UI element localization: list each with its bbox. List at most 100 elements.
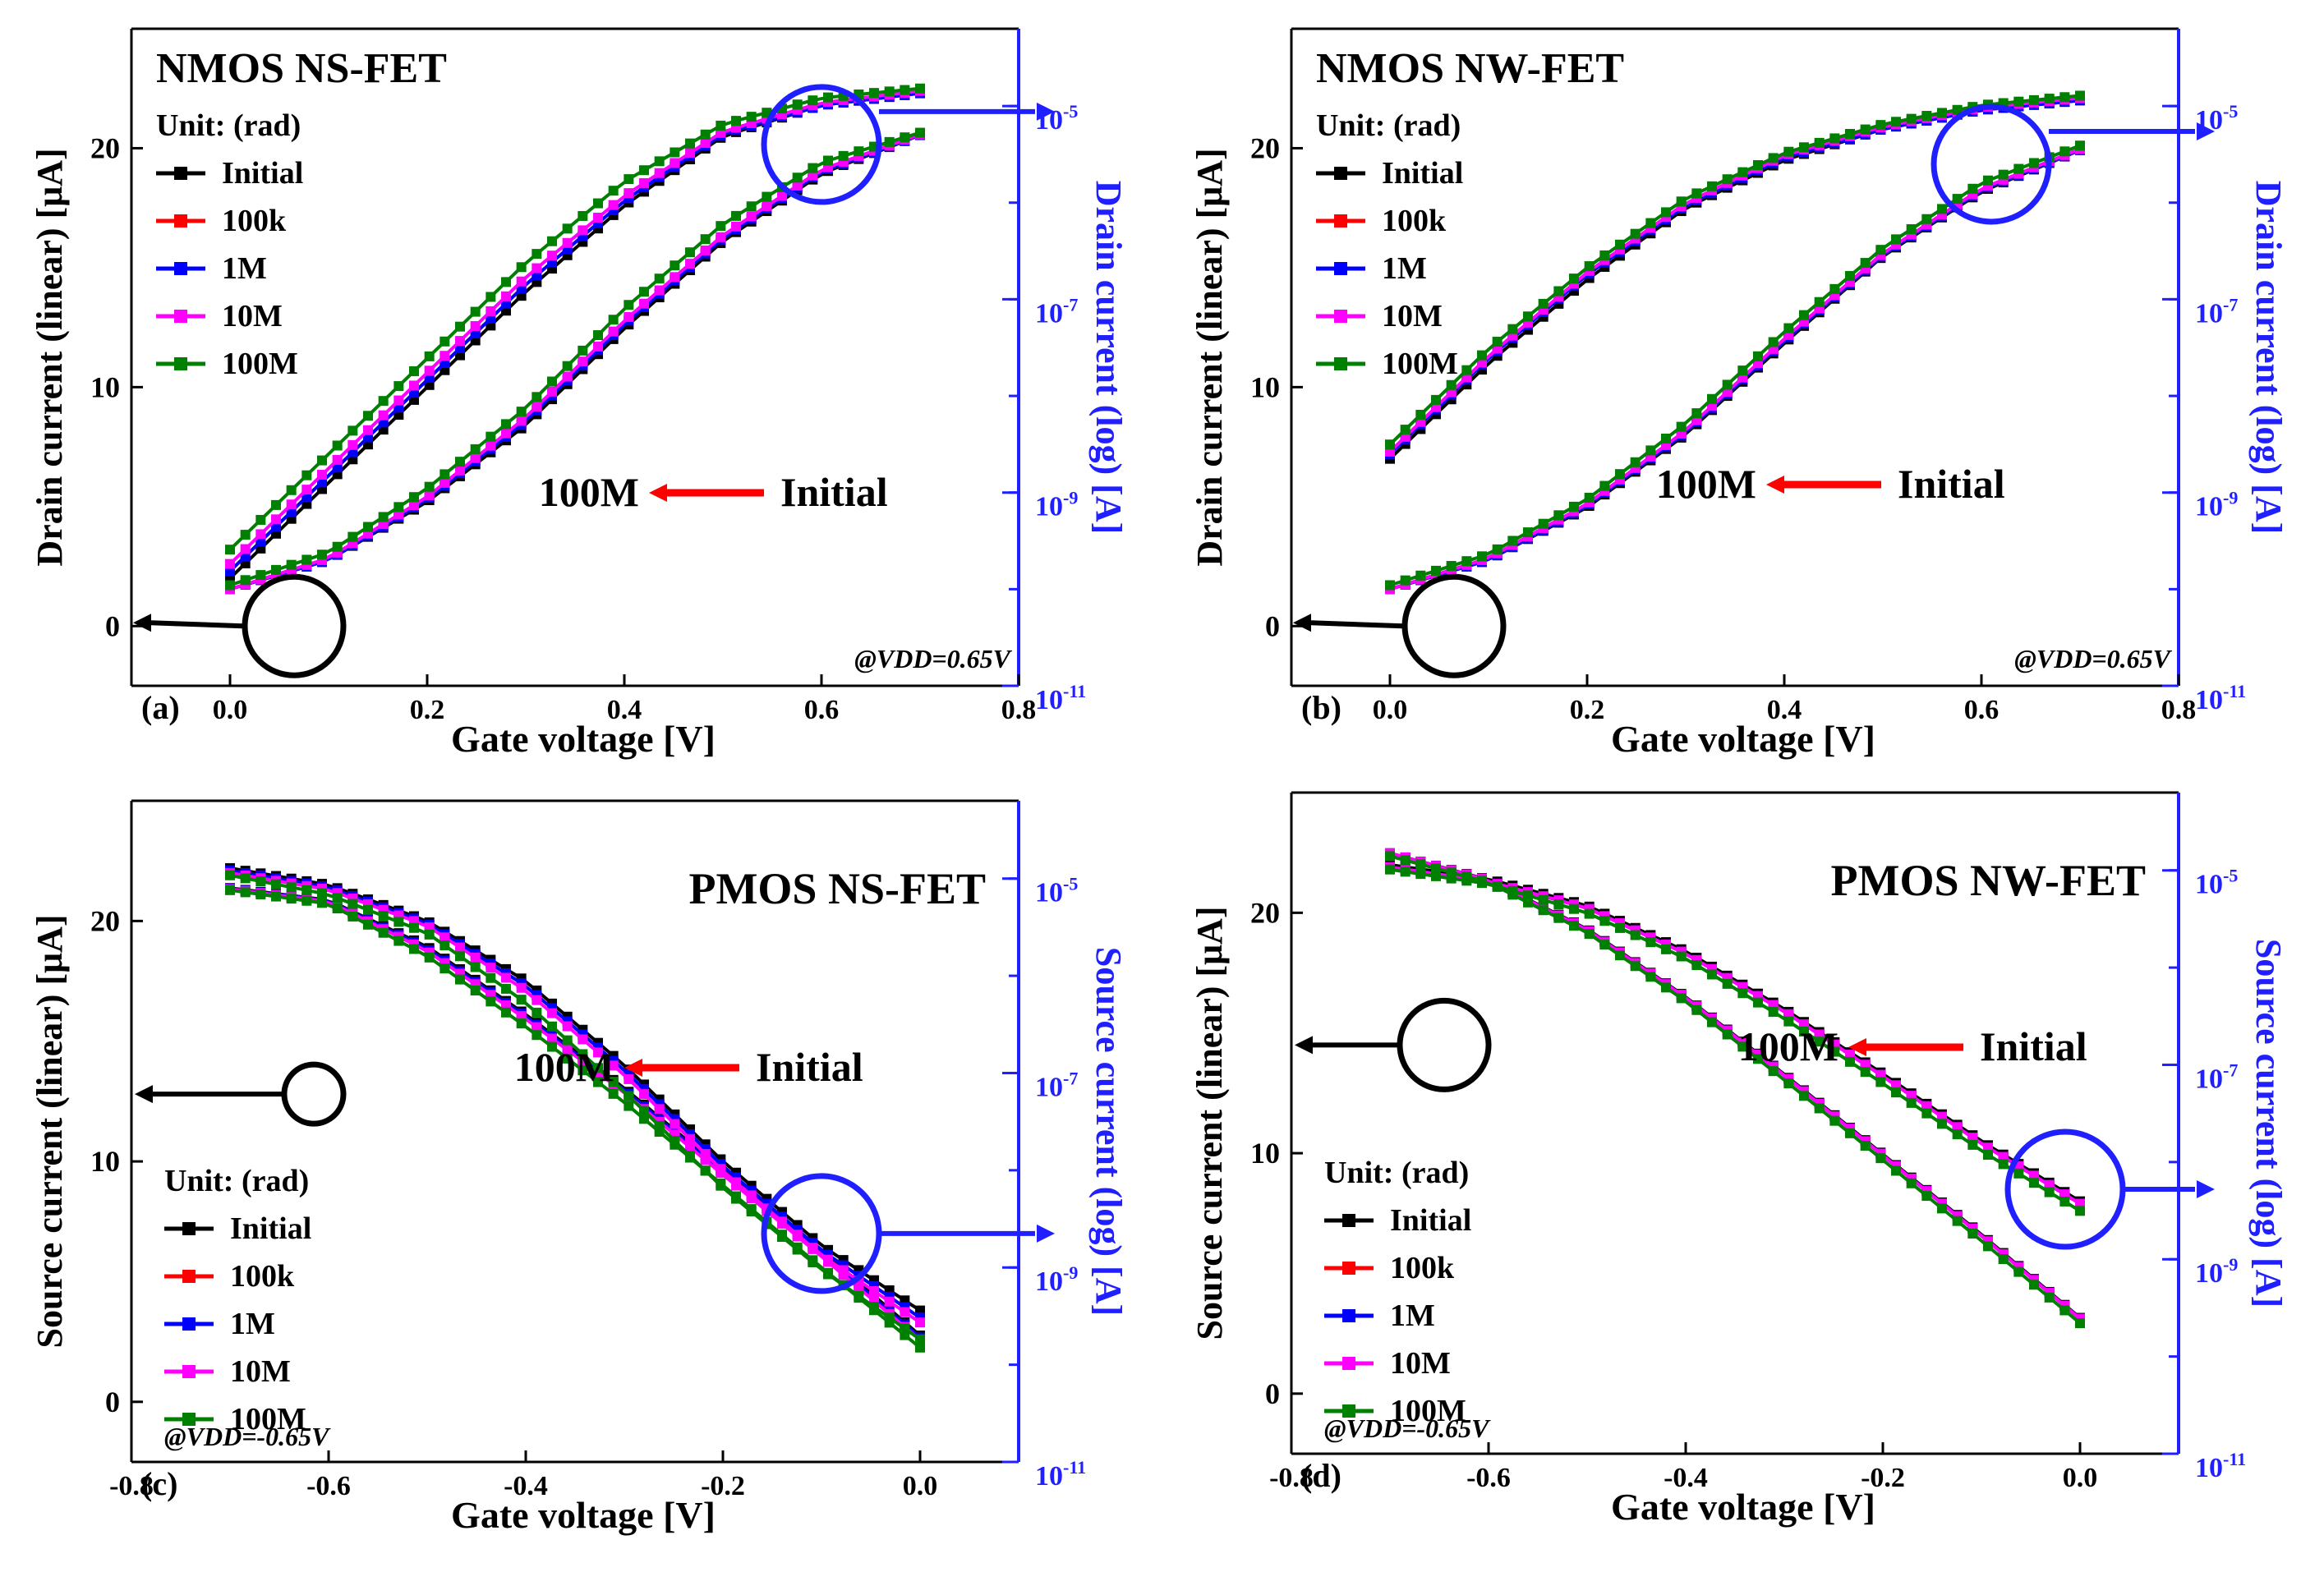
legend-label: Initial (222, 156, 303, 191)
data-point (1814, 1037, 1825, 1047)
legend-swatch-marker (1334, 310, 1347, 323)
data-point (1860, 124, 1871, 135)
annotation-to-label: 100M (514, 1044, 614, 1090)
circle-marker (281, 1061, 347, 1127)
data-point (1707, 969, 1717, 980)
legend-label: 10M (1382, 299, 1443, 333)
data-point (593, 1077, 603, 1087)
data-point (639, 1105, 649, 1116)
data-point (439, 351, 450, 361)
data-point (1906, 1178, 1917, 1188)
data-point (2059, 1305, 2070, 1316)
data-point (1921, 111, 1932, 122)
data-point (731, 116, 741, 126)
data-point (700, 234, 711, 245)
data-point (1921, 214, 1932, 224)
data-point (439, 940, 450, 951)
data-point (1523, 311, 1533, 322)
data-point (1599, 940, 1610, 950)
data-point (2013, 96, 2024, 107)
data-point (1814, 296, 1825, 307)
data-point (378, 417, 389, 428)
legend-swatch-marker (182, 1270, 196, 1283)
data-point (1615, 239, 1625, 250)
data-point (1599, 916, 1610, 926)
series-line-linear (1389, 862, 2082, 1203)
data-point (255, 570, 266, 581)
data-point (639, 298, 649, 309)
data-point (808, 1243, 818, 1254)
data-point (2044, 1292, 2055, 1303)
data-point (670, 147, 680, 158)
arrow-head (1037, 1224, 1055, 1243)
data-point (823, 1267, 833, 1278)
data-point (1477, 551, 1487, 562)
data-point (608, 1077, 619, 1087)
data-point (777, 191, 787, 201)
data-point (225, 580, 235, 591)
log-tick-label: 10-5 (2195, 866, 2238, 900)
y-axis-title: Drain current (linear) [μA] (30, 148, 70, 566)
circle-marker (761, 84, 882, 205)
x-tick-label: -0.8 (109, 1471, 154, 1501)
data-point (1507, 535, 1518, 546)
legend-label: Initial (1382, 156, 1463, 191)
legend-title: Unit: (rad) (164, 1164, 309, 1198)
data-point (792, 181, 803, 191)
legend-label: 1M (222, 251, 267, 286)
annotation-from-label: Initial (780, 469, 888, 515)
data-point (1691, 408, 1702, 419)
data-point (884, 86, 895, 97)
data-point (1983, 175, 1993, 186)
data-point (1492, 881, 1503, 892)
data-point (378, 410, 389, 421)
data-point (700, 245, 711, 255)
data-point (1783, 146, 1794, 157)
data-point (2013, 1168, 2024, 1179)
data-point (593, 1063, 603, 1073)
panel-label: (a) (141, 689, 180, 726)
bias-note: @VDD=-0.65V (164, 1422, 331, 1451)
data-point (1676, 428, 1687, 439)
log-tick-label: 10-5 (2195, 101, 2238, 136)
data-point (2075, 1318, 2085, 1329)
data-point (286, 882, 297, 893)
data-point (363, 411, 373, 421)
data-point (1737, 988, 1748, 999)
data-point (2075, 1206, 2085, 1216)
log-axis-indicator (1931, 103, 2215, 225)
arrow-shaft (1310, 620, 1404, 629)
log-tick-label: 10-11 (1035, 681, 1086, 715)
data-point (547, 376, 557, 387)
data-point (1507, 889, 1518, 900)
legend-swatch-marker (1342, 1357, 1355, 1370)
data-point (1768, 1066, 1779, 1077)
series-line-log (229, 133, 921, 591)
data-point (670, 272, 680, 283)
data-point (1385, 439, 1395, 450)
x-tick-label: -0.2 (1861, 1463, 1905, 1493)
data-point (1492, 544, 1503, 554)
annotation-to-label: 100M (539, 469, 639, 515)
data-point (746, 211, 757, 222)
data-point (532, 249, 542, 260)
legend-swatch-marker (182, 1413, 196, 1426)
data-point (608, 200, 619, 210)
y-tick-label: 10 (90, 1145, 120, 1178)
series-line-log (1389, 147, 2081, 591)
data-point (654, 1104, 665, 1115)
data-point (486, 440, 496, 451)
x-tick-label: 0.0 (1373, 695, 1408, 725)
data-point (1569, 903, 1579, 914)
y2-axis-title: Drain current (log) [A] (1088, 181, 1129, 535)
data-point (516, 276, 527, 287)
data-point (424, 351, 435, 361)
legend-swatch-marker (1334, 262, 1347, 275)
legend-label: 100M (230, 1402, 306, 1436)
data-point (255, 889, 266, 899)
data-point (1645, 972, 1656, 982)
data-point (501, 983, 511, 994)
data-point (486, 996, 496, 1007)
data-point (1538, 298, 1549, 309)
